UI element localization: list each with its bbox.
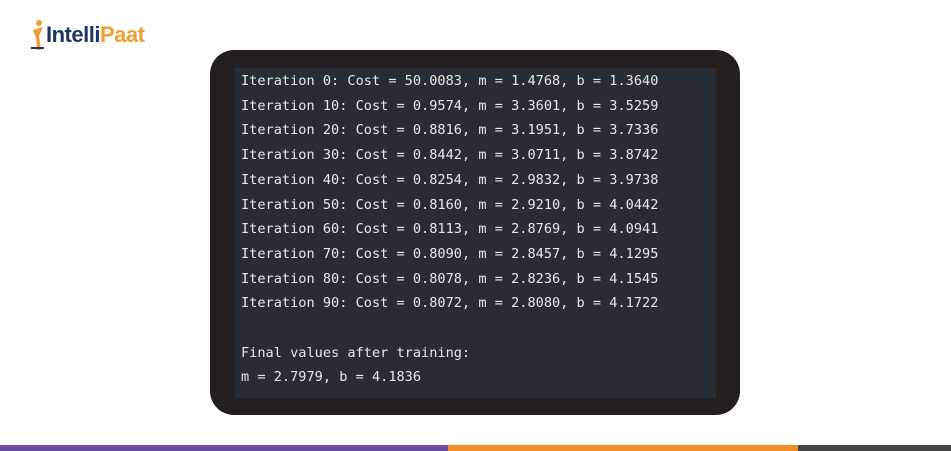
console-line: Iteration 40: Cost = 0.8254, m = 2.9832,… [241, 171, 659, 188]
bottom-bar-gray [798, 445, 951, 451]
logo: IntelliPaat [30, 18, 145, 52]
console-line: Iteration 80: Cost = 0.8078, m = 2.8236,… [241, 270, 659, 287]
logo-text-second: Paat [99, 22, 145, 47]
console-line: Iteration 30: Cost = 0.8442, m = 3.0711,… [241, 147, 659, 164]
console-line: Iteration 0: Cost = 50.0083, m = 1.4768,… [241, 73, 659, 89]
bottom-bar-orange [448, 445, 798, 451]
console-panel [235, 68, 716, 398]
logo-text: IntelliPaat [46, 22, 145, 48]
console-line: Iteration 90: Cost = 0.8072, m = 2.8080,… [241, 295, 659, 312]
console-line: Iteration 50: Cost = 0.8160, m = 2.9210,… [241, 196, 659, 213]
console-line: Iteration 10: Cost = 0.9574, m = 3.3601,… [241, 97, 659, 114]
logo-icon [31, 20, 44, 50]
console-line: Iteration 60: Cost = 0.8113, m = 2.8769,… [241, 221, 659, 238]
bottom-bar-purple [0, 445, 448, 451]
logo-text-first: Intelli [46, 22, 100, 47]
final-heading: Final values after training: [241, 345, 471, 361]
console-line: Iteration 20: Cost = 0.8816, m = 3.1951,… [241, 122, 659, 139]
console-line: Iteration 70: Cost = 0.8090, m = 2.8457,… [241, 245, 659, 262]
final-values: m = 2.7979, b = 4.1836 [241, 369, 422, 385]
